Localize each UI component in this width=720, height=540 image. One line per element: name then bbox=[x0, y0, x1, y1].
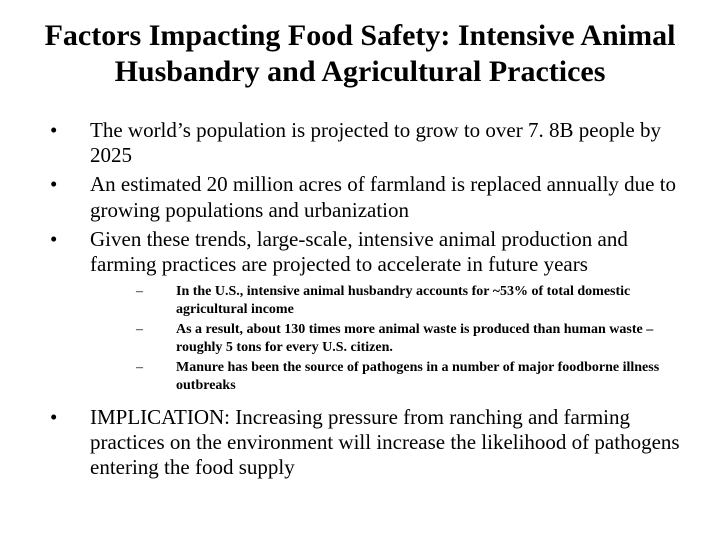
list-item: The world’s population is projected to g… bbox=[50, 118, 690, 168]
bullet-text: Given these trends, large-scale, intensi… bbox=[90, 227, 628, 276]
bullet-text: The world’s population is projected to g… bbox=[90, 118, 661, 167]
bullet-text: An estimated 20 million acres of farmlan… bbox=[90, 172, 676, 221]
list-item: Manure has been the source of pathogens … bbox=[136, 359, 690, 395]
slide-title: Factors Impacting Food Safety: Intensive… bbox=[20, 18, 700, 90]
sub-bullet-text: Manure has been the source of pathogens … bbox=[176, 360, 659, 393]
list-item: An estimated 20 million acres of farmlan… bbox=[50, 172, 690, 222]
list-item: IMPLICATION: Increasing pressure from ra… bbox=[50, 405, 690, 481]
bullet-list: The world’s population is projected to g… bbox=[20, 118, 700, 480]
sub-bullet-list: In the U.S., intensive animal husbandry … bbox=[90, 283, 690, 394]
list-item: As a result, about 130 times more animal… bbox=[136, 321, 690, 357]
slide: Factors Impacting Food Safety: Intensive… bbox=[0, 0, 720, 540]
sub-bullet-text: In the U.S., intensive animal husbandry … bbox=[176, 284, 630, 317]
list-item: In the U.S., intensive animal husbandry … bbox=[136, 283, 690, 319]
bullet-text: IMPLICATION: Increasing pressure from ra… bbox=[90, 405, 680, 479]
sub-bullet-text: As a result, about 130 times more animal… bbox=[176, 322, 653, 355]
list-item: Given these trends, large-scale, intensi… bbox=[50, 227, 690, 395]
